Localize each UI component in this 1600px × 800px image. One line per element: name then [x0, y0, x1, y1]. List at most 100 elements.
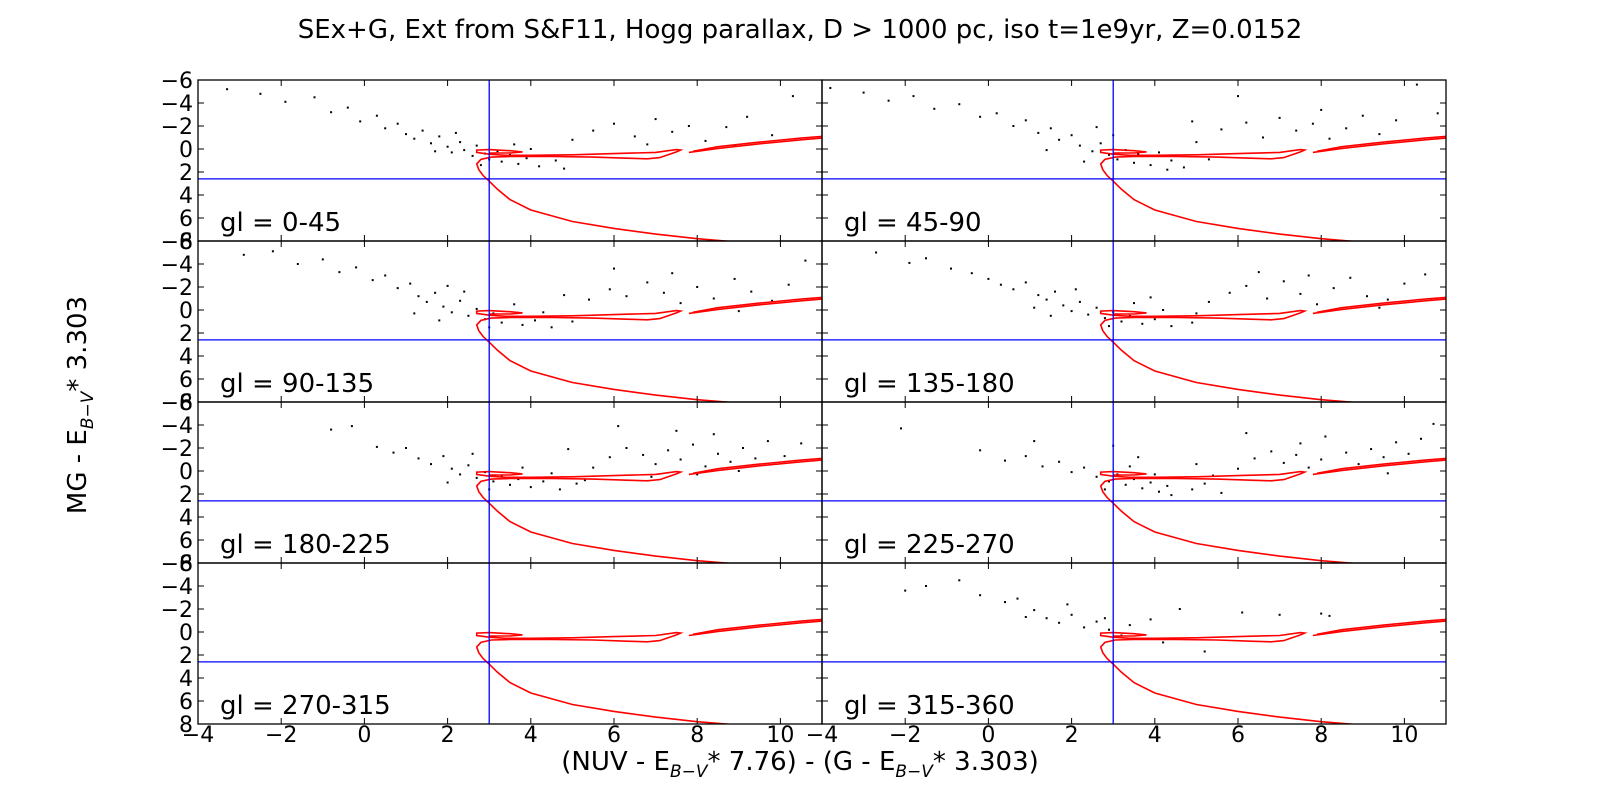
data-point — [737, 310, 740, 313]
isochrone-line — [1316, 296, 1446, 314]
y-tick-label: −2 — [161, 115, 193, 140]
data-point — [284, 100, 287, 103]
data-point — [1332, 287, 1335, 290]
data-point — [509, 483, 511, 486]
data-point — [1162, 641, 1165, 644]
x-axis-label: (NUV - EB−V* 7.76) - (G - EB−V* 3.303) — [561, 747, 1039, 782]
data-point — [1266, 297, 1269, 300]
data-point — [704, 465, 707, 468]
data-point — [737, 470, 740, 472]
data-point — [375, 114, 378, 117]
isochrone-line — [688, 459, 822, 476]
data-point — [1149, 164, 1152, 167]
data-point — [392, 451, 395, 454]
data-point — [1170, 494, 1173, 497]
data-point — [1170, 325, 1173, 328]
data-point — [1049, 314, 1052, 317]
data-point — [1133, 302, 1135, 305]
data-point — [583, 479, 586, 482]
y-tick-label: 4 — [179, 184, 193, 209]
y-tick-label: −4 — [161, 414, 193, 439]
data-point — [675, 429, 678, 432]
data-point — [1166, 168, 1169, 171]
data-point — [1345, 127, 1348, 130]
data-point — [1045, 617, 1048, 620]
data-point — [1386, 298, 1389, 301]
data-point — [679, 458, 682, 461]
data-point — [987, 277, 990, 280]
data-point — [671, 272, 674, 275]
data-point — [534, 319, 536, 322]
data-point — [712, 433, 715, 436]
y-tick-label: −6 — [161, 552, 193, 577]
data-point — [617, 425, 620, 428]
data-point — [1415, 83, 1418, 86]
data-point — [1307, 274, 1310, 277]
plot-area — [198, 402, 822, 563]
data-point — [226, 88, 229, 91]
x-tick-label: 8 — [690, 723, 704, 748]
data-point — [1124, 483, 1127, 486]
data-point — [1108, 153, 1110, 156]
data-point — [242, 253, 245, 256]
x-tick-label: −2 — [265, 723, 297, 748]
data-point — [375, 445, 378, 448]
data-point — [1282, 280, 1285, 283]
y-tick-label: 4 — [179, 506, 193, 531]
data-point — [1228, 291, 1231, 294]
data-point — [1320, 612, 1323, 615]
data-point — [1099, 142, 1102, 145]
data-point — [1095, 306, 1098, 309]
data-point — [405, 133, 407, 136]
isochrone-line — [688, 298, 822, 315]
data-point — [496, 150, 499, 153]
data-point — [463, 290, 466, 293]
data-point — [908, 261, 911, 264]
data-point — [1058, 460, 1061, 463]
data-point — [733, 277, 736, 280]
data-point — [1141, 487, 1144, 490]
data-point — [1324, 435, 1327, 438]
data-point — [1078, 144, 1081, 147]
data-point — [625, 447, 628, 449]
data-point — [554, 159, 557, 162]
data-point — [271, 250, 274, 253]
panel-6: gl = 225-270 — [821, 401, 1447, 564]
data-point — [1103, 488, 1106, 491]
data-point — [592, 466, 595, 469]
data-point — [1149, 296, 1152, 299]
data-point — [613, 267, 615, 270]
data-point — [1299, 442, 1302, 445]
plot-area — [822, 80, 1446, 241]
data-point — [1037, 294, 1040, 297]
isochrone-line — [1312, 620, 1446, 637]
data-point — [995, 112, 998, 115]
data-point — [671, 130, 674, 133]
isochrone-line — [688, 137, 822, 154]
isochrone-line — [475, 631, 736, 724]
data-point — [754, 457, 757, 460]
isochrone-line — [692, 618, 822, 636]
isochrone-line — [1312, 459, 1446, 476]
data-point — [1108, 628, 1110, 631]
data-point — [742, 447, 744, 449]
data-point — [1191, 321, 1194, 324]
data-point — [413, 312, 416, 315]
data-point — [1245, 121, 1248, 124]
data-point — [446, 145, 449, 148]
panel-2: gl = 45-90 — [821, 79, 1447, 242]
data-point — [1153, 318, 1156, 321]
data-point — [608, 288, 611, 291]
data-point — [1004, 459, 1006, 462]
data-point — [321, 258, 324, 261]
data-point — [446, 481, 449, 484]
data-point — [592, 129, 595, 132]
data-point — [1095, 126, 1098, 129]
data-point — [771, 134, 774, 137]
data-point — [1095, 475, 1098, 478]
y-tick-label: 4 — [179, 667, 193, 692]
data-point — [438, 319, 441, 322]
data-point — [446, 284, 449, 287]
data-point — [1074, 288, 1077, 291]
isochrone-line — [692, 296, 822, 314]
